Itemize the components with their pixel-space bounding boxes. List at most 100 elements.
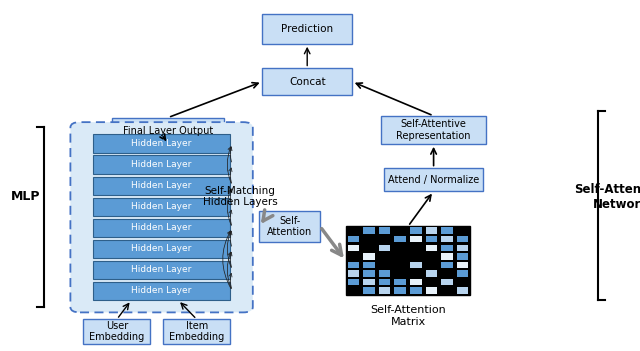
FancyBboxPatch shape (379, 245, 390, 251)
FancyBboxPatch shape (93, 155, 230, 174)
FancyBboxPatch shape (441, 253, 453, 260)
FancyBboxPatch shape (384, 168, 483, 191)
FancyBboxPatch shape (410, 236, 422, 243)
Text: Hidden Layer: Hidden Layer (131, 244, 192, 253)
Text: Item
Embedding: Item Embedding (169, 321, 225, 343)
FancyBboxPatch shape (394, 262, 406, 268)
FancyBboxPatch shape (410, 245, 422, 251)
FancyBboxPatch shape (394, 227, 406, 234)
FancyBboxPatch shape (457, 287, 468, 294)
FancyBboxPatch shape (93, 198, 230, 216)
FancyBboxPatch shape (348, 245, 359, 251)
FancyBboxPatch shape (93, 219, 230, 237)
FancyBboxPatch shape (457, 245, 468, 251)
Text: User
Embedding: User Embedding (89, 321, 145, 343)
FancyBboxPatch shape (348, 227, 359, 234)
FancyBboxPatch shape (262, 68, 352, 95)
FancyBboxPatch shape (348, 279, 359, 285)
FancyBboxPatch shape (441, 287, 453, 294)
Text: Self-Attentive
Representation: Self-Attentive Representation (396, 119, 471, 141)
Text: Hidden Layer: Hidden Layer (131, 139, 192, 148)
FancyBboxPatch shape (426, 236, 437, 243)
FancyBboxPatch shape (457, 253, 468, 260)
FancyBboxPatch shape (363, 270, 375, 277)
FancyBboxPatch shape (441, 245, 453, 251)
FancyBboxPatch shape (348, 236, 359, 243)
FancyBboxPatch shape (441, 279, 453, 285)
FancyBboxPatch shape (348, 253, 359, 260)
FancyBboxPatch shape (363, 287, 375, 294)
FancyBboxPatch shape (457, 270, 468, 277)
FancyBboxPatch shape (379, 253, 390, 260)
FancyBboxPatch shape (381, 116, 486, 144)
Text: Hidden Layer: Hidden Layer (131, 181, 192, 190)
FancyBboxPatch shape (426, 287, 437, 294)
FancyBboxPatch shape (394, 245, 406, 251)
FancyBboxPatch shape (262, 14, 352, 44)
FancyBboxPatch shape (363, 245, 375, 251)
FancyBboxPatch shape (379, 227, 390, 234)
Text: Hidden Layer: Hidden Layer (131, 265, 192, 274)
FancyBboxPatch shape (70, 122, 253, 312)
FancyBboxPatch shape (363, 236, 375, 243)
FancyBboxPatch shape (346, 226, 470, 295)
FancyBboxPatch shape (379, 236, 390, 243)
FancyBboxPatch shape (426, 262, 437, 268)
Text: Self-
Attention: Self- Attention (267, 216, 312, 237)
FancyBboxPatch shape (348, 287, 359, 294)
FancyBboxPatch shape (426, 227, 437, 234)
FancyBboxPatch shape (410, 279, 422, 285)
FancyBboxPatch shape (379, 287, 390, 294)
FancyBboxPatch shape (457, 279, 468, 285)
FancyBboxPatch shape (457, 227, 468, 234)
FancyBboxPatch shape (410, 287, 422, 294)
Text: Attend / Normalize: Attend / Normalize (388, 175, 479, 185)
Text: Final Layer Output: Final Layer Output (123, 126, 213, 136)
FancyBboxPatch shape (348, 262, 359, 268)
FancyBboxPatch shape (394, 253, 406, 260)
FancyBboxPatch shape (112, 118, 224, 144)
FancyBboxPatch shape (426, 245, 437, 251)
Text: Prediction: Prediction (281, 24, 333, 34)
FancyBboxPatch shape (410, 227, 422, 234)
Text: MLP: MLP (11, 190, 40, 203)
FancyBboxPatch shape (379, 279, 390, 285)
FancyBboxPatch shape (394, 287, 406, 294)
FancyBboxPatch shape (93, 282, 230, 300)
FancyBboxPatch shape (163, 319, 230, 344)
FancyBboxPatch shape (441, 227, 453, 234)
Text: Hidden Layer: Hidden Layer (131, 286, 192, 296)
Text: Hidden Layer: Hidden Layer (131, 202, 192, 211)
FancyBboxPatch shape (441, 236, 453, 243)
FancyBboxPatch shape (363, 279, 375, 285)
Text: Self-Attentive
Network: Self-Attentive Network (575, 183, 640, 211)
FancyBboxPatch shape (410, 253, 422, 260)
FancyBboxPatch shape (93, 177, 230, 195)
FancyBboxPatch shape (410, 262, 422, 268)
FancyBboxPatch shape (426, 279, 437, 285)
FancyBboxPatch shape (363, 262, 375, 268)
FancyBboxPatch shape (379, 262, 390, 268)
FancyBboxPatch shape (426, 253, 437, 260)
FancyBboxPatch shape (441, 262, 453, 268)
FancyBboxPatch shape (93, 261, 230, 279)
FancyBboxPatch shape (441, 270, 453, 277)
Text: Concat: Concat (289, 77, 326, 87)
FancyBboxPatch shape (457, 262, 468, 268)
Text: Hidden Layer: Hidden Layer (131, 223, 192, 232)
FancyBboxPatch shape (93, 240, 230, 258)
Text: Hidden Layer: Hidden Layer (131, 160, 192, 169)
Text: Self-Matching
Hidden Layers: Self-Matching Hidden Layers (203, 186, 277, 207)
FancyBboxPatch shape (363, 253, 375, 260)
FancyBboxPatch shape (410, 270, 422, 277)
FancyBboxPatch shape (348, 270, 359, 277)
FancyBboxPatch shape (394, 270, 406, 277)
FancyBboxPatch shape (394, 279, 406, 285)
FancyBboxPatch shape (259, 211, 320, 242)
FancyBboxPatch shape (379, 270, 390, 277)
Text: Self-Attention
Matrix: Self-Attention Matrix (370, 305, 446, 327)
FancyBboxPatch shape (83, 319, 150, 344)
FancyBboxPatch shape (363, 227, 375, 234)
FancyBboxPatch shape (93, 134, 230, 153)
FancyBboxPatch shape (394, 236, 406, 243)
